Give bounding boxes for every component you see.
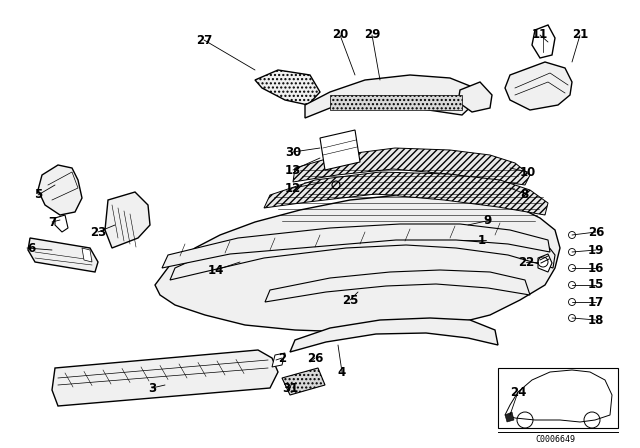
Polygon shape xyxy=(290,318,498,352)
Text: 4: 4 xyxy=(338,366,346,379)
Text: 30: 30 xyxy=(285,146,301,159)
Text: 22: 22 xyxy=(518,255,534,268)
Polygon shape xyxy=(305,75,478,118)
Text: 9: 9 xyxy=(483,214,492,227)
Text: 27: 27 xyxy=(196,34,212,47)
Polygon shape xyxy=(82,248,92,262)
Text: 7: 7 xyxy=(48,215,56,228)
Polygon shape xyxy=(255,70,320,105)
Polygon shape xyxy=(505,62,572,110)
Text: 26: 26 xyxy=(307,352,323,365)
Text: 12: 12 xyxy=(285,181,301,194)
Text: 20: 20 xyxy=(332,29,348,42)
Polygon shape xyxy=(55,215,68,232)
Polygon shape xyxy=(105,192,150,248)
Text: 13: 13 xyxy=(285,164,301,177)
Text: 19: 19 xyxy=(588,244,604,257)
Polygon shape xyxy=(458,82,492,112)
Polygon shape xyxy=(293,148,530,185)
Polygon shape xyxy=(38,165,82,215)
Polygon shape xyxy=(155,195,560,332)
Text: 8: 8 xyxy=(520,189,528,202)
Text: 10: 10 xyxy=(520,165,536,178)
Text: C0006649: C0006649 xyxy=(535,435,575,444)
Text: 6: 6 xyxy=(27,241,35,254)
Text: 2: 2 xyxy=(278,352,286,365)
Polygon shape xyxy=(532,25,555,58)
Polygon shape xyxy=(320,130,360,170)
Text: 24: 24 xyxy=(510,385,526,399)
Polygon shape xyxy=(282,368,325,395)
Text: 5: 5 xyxy=(34,189,42,202)
Text: 14: 14 xyxy=(208,263,225,276)
Text: 31: 31 xyxy=(282,382,298,395)
Polygon shape xyxy=(538,254,552,272)
Polygon shape xyxy=(498,368,618,428)
Polygon shape xyxy=(330,95,462,110)
Text: 21: 21 xyxy=(572,29,588,42)
Polygon shape xyxy=(162,224,550,268)
Text: 1: 1 xyxy=(478,233,486,246)
Polygon shape xyxy=(28,238,98,272)
Text: 11: 11 xyxy=(532,29,548,42)
Text: 25: 25 xyxy=(342,293,358,306)
Text: 16: 16 xyxy=(588,262,604,275)
Polygon shape xyxy=(264,172,548,215)
Text: 29: 29 xyxy=(364,29,380,42)
Text: 23: 23 xyxy=(90,225,106,238)
Polygon shape xyxy=(52,350,278,406)
Polygon shape xyxy=(272,353,285,367)
Polygon shape xyxy=(265,270,530,302)
Text: 17: 17 xyxy=(588,296,604,309)
Text: 3: 3 xyxy=(148,382,156,395)
Text: 26: 26 xyxy=(588,225,604,238)
Polygon shape xyxy=(505,370,612,422)
Text: 15: 15 xyxy=(588,279,604,292)
Polygon shape xyxy=(170,225,555,280)
Polygon shape xyxy=(505,412,514,422)
Text: 18: 18 xyxy=(588,314,604,327)
